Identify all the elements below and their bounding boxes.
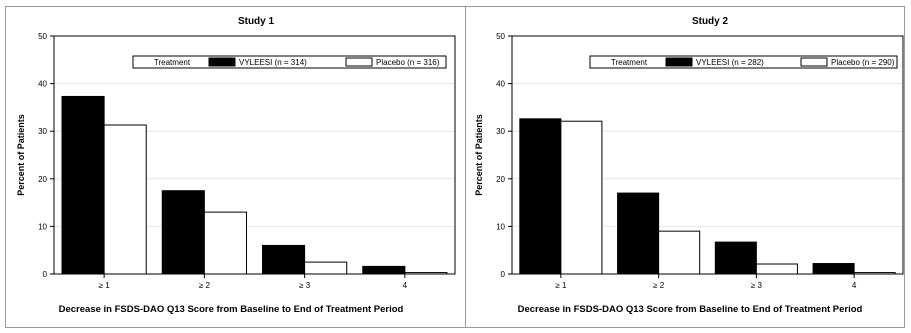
bar-placebo-1 xyxy=(560,120,603,275)
x-tick-label: ≥ 2 xyxy=(199,281,211,290)
y-axis-label: Percent of Patients xyxy=(16,114,26,196)
chart-panel-2: Study 2 0 10 20 30 40 50 Percent of Patients ≥ 1… xyxy=(474,16,904,315)
bar-vyleesi-2 xyxy=(617,192,660,275)
bar-vyleesi-1 xyxy=(61,95,105,275)
x-tick-label: ≥ 3 xyxy=(299,281,311,290)
legend-swatch-vyleesi xyxy=(665,57,693,67)
x-tick-label: ≥ 1 xyxy=(99,281,111,290)
figure-frame xyxy=(5,6,905,328)
bar-placebo-3 xyxy=(755,263,798,275)
y-tick-label: 0 xyxy=(43,270,48,279)
legend-title: Treatment xyxy=(154,58,191,67)
bar-vyleesi-4 xyxy=(362,265,406,275)
x-tick-label: ≥ 3 xyxy=(751,281,763,290)
legend-label-vyleesi: VYLEESI (n = 282) xyxy=(696,58,764,67)
chart-title: Study 2 xyxy=(692,16,729,27)
x-tick-label: 4 xyxy=(403,281,408,290)
panel-divider xyxy=(465,6,466,328)
legend: Treatment VYLEESI (n = 282) Placebo (n = 2… xyxy=(589,55,898,69)
x-axis-label: Decrease in FSDS-DAO Q13 Score from Base… xyxy=(59,304,404,315)
bar-vyleesi-3 xyxy=(714,241,757,275)
legend-swatch-vyleesi xyxy=(208,57,236,67)
y-tick-label: 40 xyxy=(38,80,47,89)
plot-area-frame xyxy=(511,35,904,275)
legend-label-placebo: Placebo (n = 290) xyxy=(831,58,895,67)
legend-title: Treatment xyxy=(611,58,648,67)
chart-panel-1: Study 1 0 10 20 30 40 50 Percent of Patients ≥ 1… xyxy=(16,16,456,315)
bar-vyleesi-2 xyxy=(161,190,205,275)
y-tick-label: 20 xyxy=(496,175,505,184)
legend-label-placebo: Placebo (n = 316) xyxy=(376,58,440,67)
legend-label-vyleesi: VYLEESI (n = 314) xyxy=(239,58,307,67)
x-axis-label: Decrease in FSDS-DAO Q13 Score from Base… xyxy=(518,304,863,315)
y-tick-label: 40 xyxy=(496,80,505,89)
y-tick-label: 30 xyxy=(496,127,505,136)
y-tick-label: 10 xyxy=(496,222,505,231)
x-tick-label: ≥ 1 xyxy=(555,281,567,290)
bar-vyleesi-1 xyxy=(519,118,562,275)
x-tick-label: ≥ 2 xyxy=(653,281,665,290)
bar-vyleesi-4 xyxy=(812,263,855,275)
bar-vyleesi-3 xyxy=(262,244,306,275)
y-tick-label: 30 xyxy=(38,127,47,136)
y-tick-label: 50 xyxy=(38,32,47,41)
y-tick-label: 50 xyxy=(496,32,505,41)
y-tick-label: 20 xyxy=(38,175,47,184)
legend: Treatment VYLEESI (n = 314) Placebo (n = 3… xyxy=(132,55,447,69)
bar-placebo-4 xyxy=(404,272,448,275)
plot-area-frame xyxy=(53,35,456,275)
bar-placebo-2 xyxy=(658,230,701,275)
chart-title: Study 1 xyxy=(238,16,275,27)
bar-placebo-4 xyxy=(853,272,896,275)
y-axis-label: Percent of Patients xyxy=(474,114,484,196)
bar-placebo-2 xyxy=(203,211,247,275)
legend-swatch-placebo xyxy=(345,57,373,67)
bar-placebo-3 xyxy=(304,261,348,275)
x-tick-label: 4 xyxy=(852,281,857,290)
legend-swatch-placebo xyxy=(800,57,828,67)
bar-placebo-1 xyxy=(103,124,147,275)
y-tick-label: 0 xyxy=(501,270,506,279)
y-tick-label: 10 xyxy=(38,222,47,231)
